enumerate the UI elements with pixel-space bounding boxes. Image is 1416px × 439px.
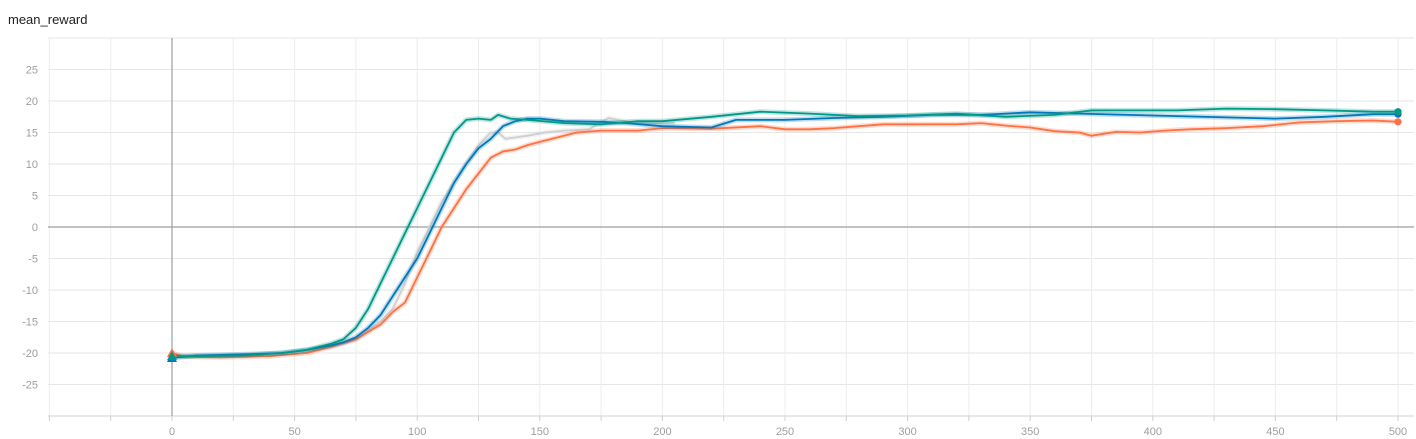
y-tick-label: -25 [22, 380, 38, 392]
x-tick-label: 400 [1144, 426, 1162, 438]
y-tick-label: 20 [26, 96, 38, 108]
grid [48, 37, 1414, 417]
y-tick-label: -20 [22, 348, 38, 360]
series-end-marker [1394, 118, 1402, 126]
series-line [171, 119, 1399, 359]
x-tick-label: 350 [1021, 426, 1039, 438]
chart-title: mean_reward [8, 12, 88, 27]
x-tick-label: 250 [776, 426, 794, 438]
x-tick-label: 500 [1389, 426, 1407, 438]
series-lines [171, 106, 1399, 361]
x-tick-label: 200 [653, 426, 671, 438]
y-tick-label: 25 [26, 65, 38, 77]
series-halo [172, 115, 675, 359]
x-tick-label: 450 [1266, 426, 1284, 438]
y-tick-label: -5 [28, 254, 38, 266]
x-tick-label: 100 [408, 426, 426, 438]
series-end-marker [1394, 108, 1402, 116]
x-tick-label: 50 [288, 426, 300, 438]
y-tick-label: -10 [22, 285, 38, 297]
series-line [172, 107, 1398, 357]
series-start-marker [167, 351, 177, 361]
series-markers [167, 108, 1402, 363]
x-tick-label: 300 [898, 426, 916, 438]
x-tick-label: 150 [531, 426, 549, 438]
zero-axes [48, 38, 1414, 421]
series-line [171, 111, 1398, 359]
y-tick-labels: -25 -20 -15 -10 -5 0 5 10 15 20 25 [22, 65, 38, 392]
y-tick-label: 10 [26, 159, 38, 171]
y-tick-label: 0 [32, 222, 38, 234]
x-tick-label: 0 [169, 426, 175, 438]
x-tick-labels: 0 50 100 150 200 250 300 350 400 450 500 [169, 426, 1407, 438]
y-tick-label: 5 [32, 191, 38, 203]
y-tick-label: -15 [22, 317, 38, 329]
y-tick-label: 15 [26, 128, 38, 140]
